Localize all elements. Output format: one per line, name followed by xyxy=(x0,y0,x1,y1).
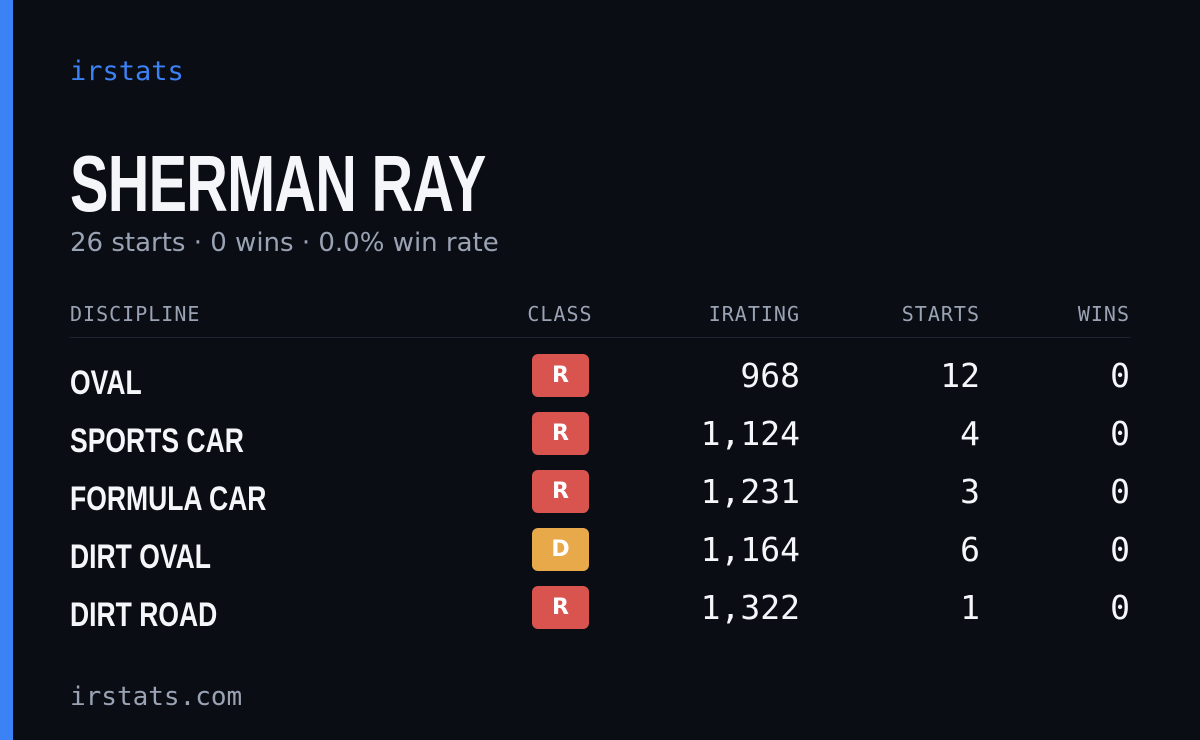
wins: 0 xyxy=(1110,530,1130,569)
wins: 0 xyxy=(1110,472,1130,511)
discipline: DIRT OVAL xyxy=(70,538,211,576)
column-header: STARTS xyxy=(901,302,980,326)
class-badge: D xyxy=(532,528,589,571)
driver-name: SHERMAN RAY xyxy=(70,139,486,228)
accent-bar xyxy=(0,0,13,740)
brand: irstats xyxy=(70,56,184,87)
driver-summary: 26 starts · 0 wins · 0.0% win rate xyxy=(70,228,499,258)
discipline: FORMULA CAR xyxy=(70,480,267,518)
class-badge: R xyxy=(532,354,589,397)
starts: 12 xyxy=(940,356,980,395)
wins: 0 xyxy=(1110,414,1130,453)
column-header: IRATING xyxy=(708,302,800,326)
irating: 1,231 xyxy=(700,472,800,511)
starts: 3 xyxy=(960,472,980,511)
starts: 1 xyxy=(960,588,980,627)
irating: 1,164 xyxy=(700,530,800,569)
discipline: DIRT ROAD xyxy=(70,596,218,634)
footer: irstats.com xyxy=(70,682,243,712)
discipline: SPORTS CAR xyxy=(70,422,244,460)
class-badge: R xyxy=(532,470,589,513)
class-badge: R xyxy=(532,586,589,629)
class-badge: R xyxy=(532,412,589,455)
irating: 1,124 xyxy=(700,414,800,453)
column-header: WINS xyxy=(1077,302,1130,326)
starts: 6 xyxy=(960,530,980,569)
header-rule xyxy=(70,337,1130,338)
discipline: OVAL xyxy=(70,364,142,402)
wins: 0 xyxy=(1110,588,1130,627)
starts: 4 xyxy=(960,414,980,453)
irating: 968 xyxy=(740,356,800,395)
wins: 0 xyxy=(1110,356,1130,395)
column-header: CLASS xyxy=(527,302,593,326)
column-header: DISCIPLINE xyxy=(70,302,201,326)
irating: 1,322 xyxy=(700,588,800,627)
